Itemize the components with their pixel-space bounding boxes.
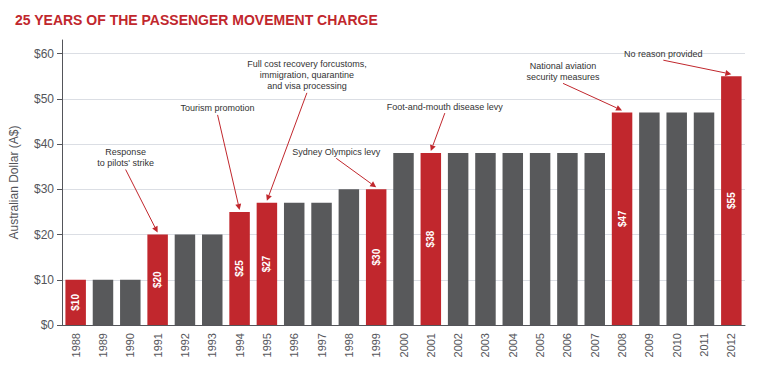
svg-text:25 YEARS OF THE PASSENGER MOVE: 25 YEARS OF THE PASSENGER MOVEMENT CHARG… (15, 12, 378, 28)
svg-text:2001: 2001 (425, 333, 437, 357)
svg-text:2000: 2000 (398, 333, 410, 357)
svg-text:2005: 2005 (534, 333, 546, 357)
svg-text:2007: 2007 (589, 333, 601, 357)
svg-text:Full cost recovery forcustoms,: Full cost recovery forcustoms, (247, 59, 367, 69)
svg-text:$30: $30 (34, 182, 54, 196)
svg-text:1994: 1994 (234, 333, 246, 357)
svg-text:$20: $20 (152, 271, 163, 288)
svg-text:2004: 2004 (507, 333, 519, 357)
svg-text:1996: 1996 (288, 333, 300, 357)
svg-text:$27: $27 (261, 255, 272, 272)
svg-text:No reason provided: No reason provided (624, 49, 703, 59)
svg-text:$55: $55 (726, 192, 737, 209)
svg-text:2011: 2011 (698, 333, 710, 357)
svg-text:1991: 1991 (152, 333, 164, 357)
svg-text:Foot-and-mouth disease levy: Foot-and-mouth disease levy (387, 102, 504, 112)
svg-text:2003: 2003 (479, 333, 491, 357)
svg-text:Tourism promotion: Tourism promotion (181, 103, 255, 113)
svg-text:1997: 1997 (316, 333, 328, 357)
svg-text:2009: 2009 (643, 333, 655, 357)
svg-text:security measures: security measures (527, 72, 601, 82)
svg-text:1990: 1990 (124, 333, 136, 357)
svg-text:$10: $10 (70, 294, 81, 311)
svg-text:$30: $30 (371, 248, 382, 265)
svg-text:2008: 2008 (616, 333, 628, 357)
svg-text:1998: 1998 (343, 333, 355, 357)
svg-text:to pilots' strike: to pilots' strike (97, 158, 154, 168)
svg-text:$0: $0 (41, 318, 55, 332)
svg-text:$47: $47 (617, 210, 628, 227)
svg-text:National aviation: National aviation (530, 61, 597, 71)
svg-text:$40: $40 (34, 137, 54, 151)
svg-text:1989: 1989 (97, 333, 109, 357)
svg-text:$60: $60 (34, 47, 54, 61)
svg-text:Sydney Olympics levy: Sydney Olympics levy (292, 147, 381, 157)
svg-text:and visa processing: and visa processing (267, 81, 347, 91)
svg-text:$25: $25 (234, 260, 245, 277)
svg-text:$38: $38 (425, 230, 436, 247)
svg-text:immigration, quarantine: immigration, quarantine (260, 70, 354, 80)
svg-text:1995: 1995 (261, 333, 273, 357)
svg-text:Australian Dollar (A$): Australian Dollar (A$) (7, 125, 21, 239)
svg-text:2002: 2002 (452, 333, 464, 357)
svg-text:1999: 1999 (370, 333, 382, 357)
svg-text:$20: $20 (34, 228, 54, 242)
svg-text:1993: 1993 (206, 333, 218, 357)
svg-text:2010: 2010 (671, 333, 683, 357)
svg-text:1988: 1988 (70, 333, 82, 357)
svg-text:2006: 2006 (561, 333, 573, 357)
svg-text:$10: $10 (34, 273, 54, 287)
svg-text:2012: 2012 (725, 333, 737, 357)
svg-text:Response: Response (105, 147, 146, 157)
svg-text:$50: $50 (34, 92, 54, 106)
svg-text:1992: 1992 (179, 333, 191, 357)
